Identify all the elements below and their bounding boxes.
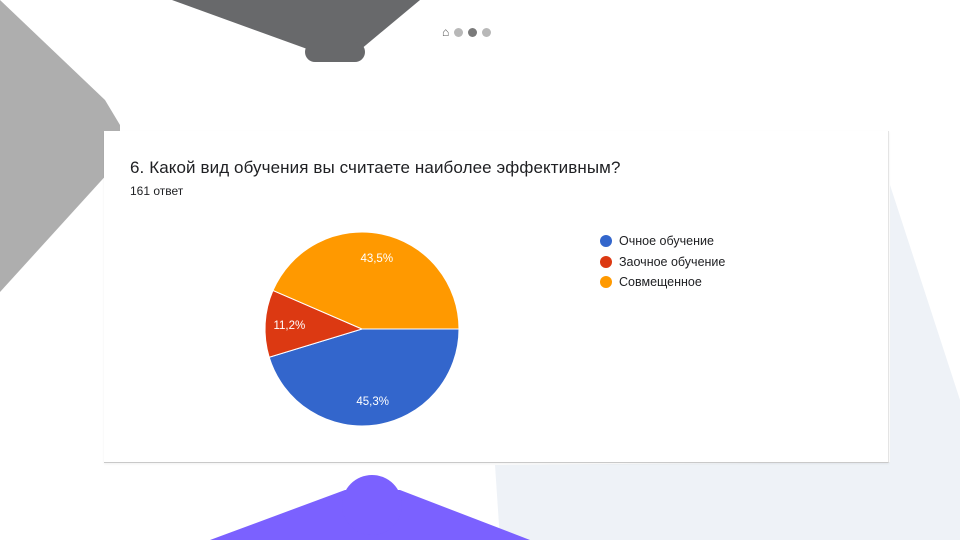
legend-swatch-icon	[600, 235, 612, 248]
pie-slice-label-2: 11,2%	[273, 320, 305, 332]
top-gray-hexagon-tip	[305, 42, 365, 62]
survey-result-card: 6. Какой вид обучения вы считаете наибол…	[104, 131, 889, 463]
legend-swatch-icon	[600, 276, 612, 289]
question-title: 6. Какой вид обучения вы считаете наибол…	[130, 158, 621, 177]
response-count: 161 ответ	[130, 184, 184, 198]
left-gray-shape	[0, 0, 120, 292]
chart-legend: Очное обучение Заочное обучение Совмещенно…	[600, 231, 725, 293]
pie-slice-2[interactable]	[264, 289, 364, 358]
pie-slice-label-3: 43,5%	[360, 253, 393, 265]
legend-label: Совмещенное	[619, 275, 702, 290]
pie-slice-label-1: 45,3%	[356, 396, 389, 408]
right-light-shape	[495, 185, 960, 540]
nav-dot-2[interactable]	[468, 27, 478, 37]
nav-dot-1[interactable]	[454, 27, 464, 37]
nav-dot-3[interactable]	[482, 27, 492, 37]
legend-label: Заочное обучение	[619, 254, 726, 269]
legend-item-2[interactable]: Заочное обучение	[600, 252, 725, 273]
pie-slice-3[interactable]	[272, 231, 460, 330]
slide-navigation: ⌂	[442, 25, 492, 39]
pie-chart: 45,3% 11,2% 43,5%	[264, 231, 460, 427]
top-gray-hexagon	[172, 0, 420, 50]
home-icon[interactable]: ⌂	[442, 25, 450, 39]
legend-label: Очное обучение	[619, 234, 714, 249]
legend-item-1[interactable]: Очное обучение	[600, 231, 725, 252]
bottom-purple-hexagon-tip	[342, 475, 402, 535]
pie-slice-1[interactable]	[268, 328, 460, 427]
legend-swatch-icon	[600, 255, 612, 268]
legend-item-3[interactable]: Совмещенное	[600, 272, 725, 293]
